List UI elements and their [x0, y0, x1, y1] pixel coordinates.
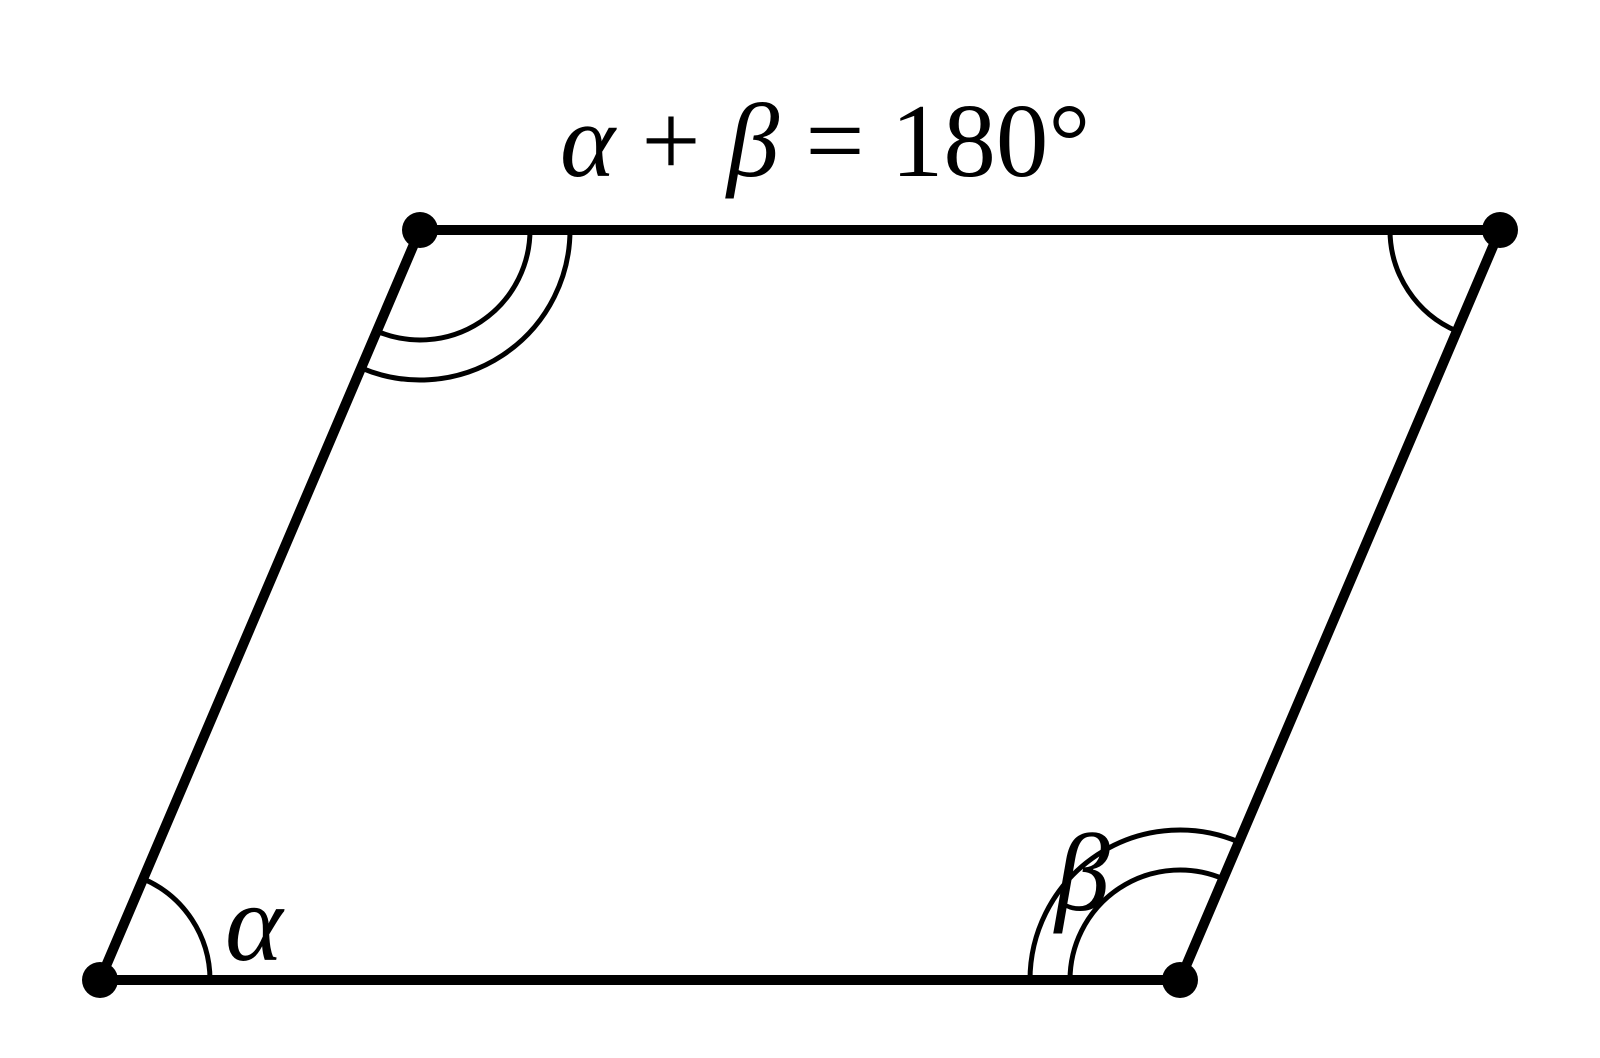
equation-label: α + β = 180°: [560, 80, 1090, 201]
vertex-B: [1162, 962, 1198, 998]
angle-beta-label: β: [1055, 810, 1110, 937]
angle-alpha-label: α: [225, 860, 283, 987]
parallelogram-outline: [100, 230, 1500, 980]
equation-plus: +: [615, 82, 727, 199]
equation-alpha: α: [560, 82, 615, 199]
equation-beta: β: [727, 82, 779, 199]
diagram-stage: α β α + β = 180°: [0, 0, 1600, 1058]
angle-arc-A-110: [143, 879, 210, 980]
equation-eq180: = 180°: [779, 82, 1090, 199]
angle-arc-C-110: [1390, 230, 1457, 331]
vertex-D: [402, 212, 438, 248]
vertex-C: [1482, 212, 1518, 248]
vertex-A: [82, 962, 118, 998]
